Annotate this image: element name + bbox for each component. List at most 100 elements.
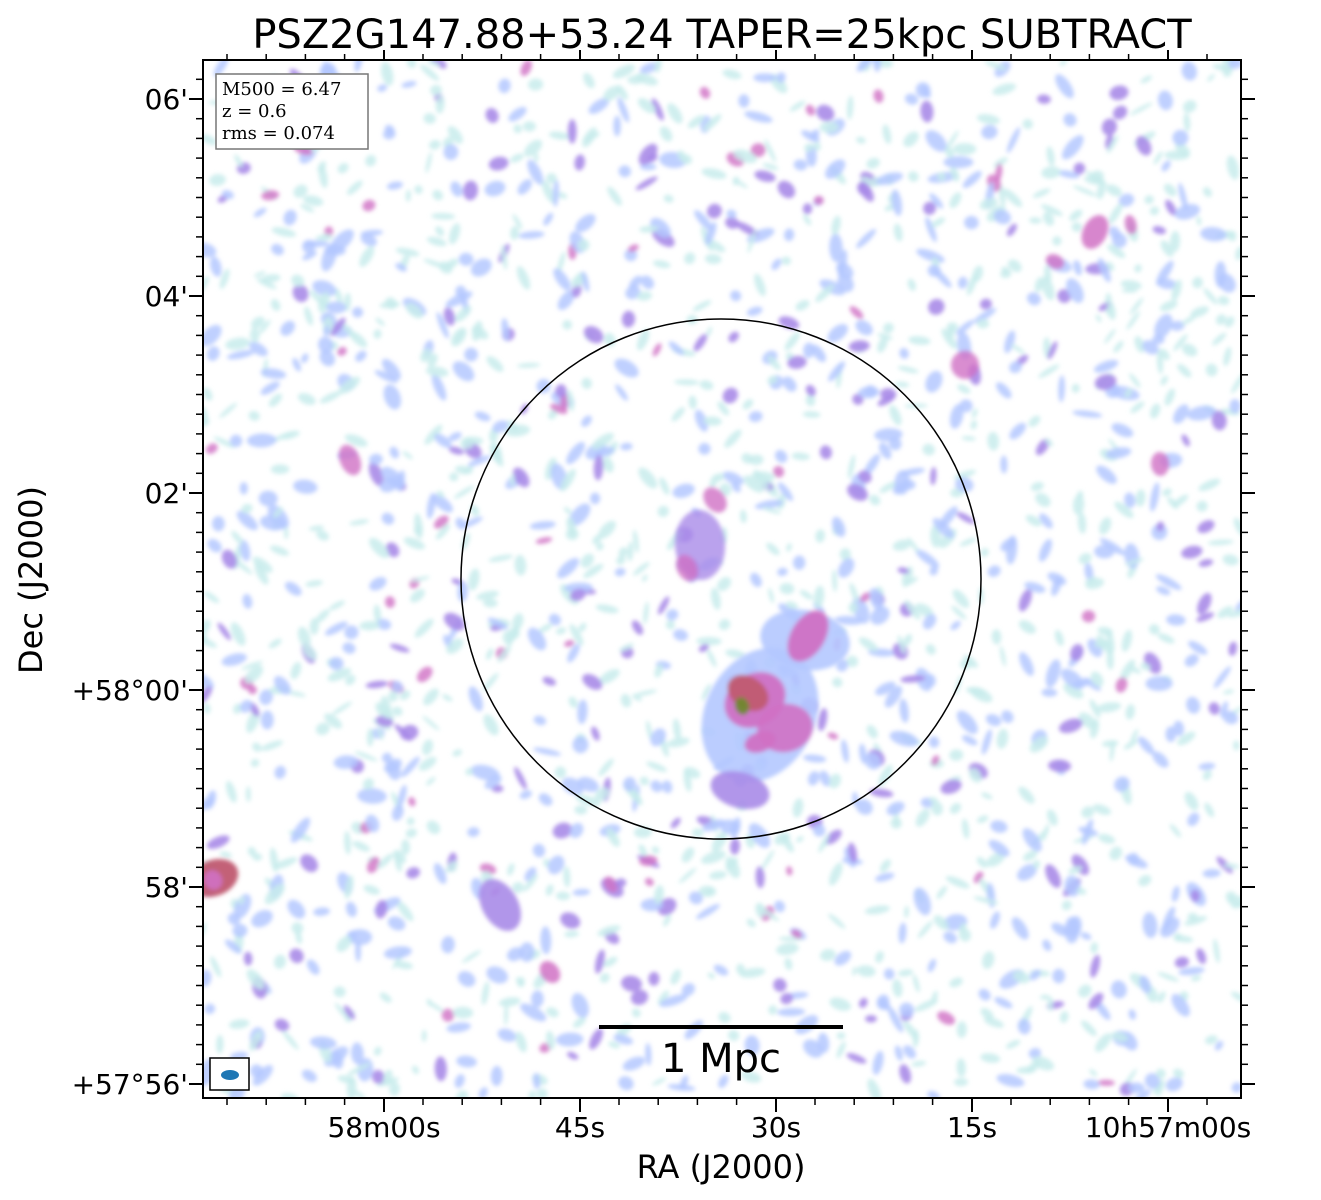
noise-blob xyxy=(1114,501,1134,519)
noise-blob xyxy=(1052,968,1066,984)
noise-blob xyxy=(768,587,774,604)
noise-blob xyxy=(1041,166,1061,179)
noise-blob xyxy=(899,347,909,359)
noise-blob xyxy=(432,494,453,513)
noise-blob xyxy=(445,291,473,308)
noise-blob xyxy=(1055,74,1074,99)
noise-blob xyxy=(1226,155,1240,180)
noise-blob xyxy=(465,767,474,776)
noise-blob xyxy=(705,221,717,245)
noise-blob xyxy=(490,1065,503,1087)
noise-blob xyxy=(434,1056,447,1082)
noise-blob xyxy=(836,1041,846,1059)
noise-blob xyxy=(877,333,893,340)
noise-blob xyxy=(581,271,590,292)
noise-blob xyxy=(748,411,763,423)
noise-blob xyxy=(1001,710,1014,723)
noise-blob xyxy=(203,242,217,258)
noise-blob xyxy=(846,655,859,668)
noise-blob xyxy=(281,430,300,440)
noise-blob xyxy=(1183,113,1191,132)
noise-blob xyxy=(203,673,214,690)
noise-blob xyxy=(401,80,417,88)
noise-blob xyxy=(747,228,757,254)
noise-blob xyxy=(458,252,474,266)
noise-blob xyxy=(694,409,708,432)
noise-blob xyxy=(541,180,555,204)
noise-blob xyxy=(888,437,902,451)
noise-blob xyxy=(829,997,851,1011)
noise-blob xyxy=(1156,260,1174,286)
noise-blob xyxy=(1173,720,1185,737)
noise-blob xyxy=(1197,520,1215,534)
noise-blob xyxy=(903,1045,916,1059)
noise-blob xyxy=(387,916,406,931)
noise-blob xyxy=(698,644,709,653)
noise-blob xyxy=(571,992,589,1018)
noise-blob xyxy=(302,645,317,660)
noise-blob xyxy=(732,178,748,189)
noise-blob xyxy=(1196,948,1207,964)
noise-blob xyxy=(743,475,764,493)
noise-blob xyxy=(1026,292,1041,306)
noise-blob xyxy=(1230,991,1241,1003)
noise-blob xyxy=(369,453,383,466)
noise-blob xyxy=(410,576,430,583)
noise-blob xyxy=(1170,320,1185,331)
noise-blob xyxy=(985,714,1002,727)
noise-blob xyxy=(301,353,309,364)
noise-blob xyxy=(727,1030,740,1041)
noise-blob xyxy=(1061,900,1072,911)
noise-blob xyxy=(802,203,813,215)
noise-blob xyxy=(961,735,978,746)
noise-blob xyxy=(877,336,888,353)
noise-blob xyxy=(1154,314,1173,339)
noise-blob xyxy=(641,574,648,582)
noise-blob xyxy=(990,820,1008,833)
y-tick-labels: +57°56' 58' +58°00' 02' 04' 06' xyxy=(72,83,188,1101)
noise-blob xyxy=(670,817,681,829)
noise-blob xyxy=(221,653,247,666)
noise-blob xyxy=(1096,181,1106,200)
noise-blob xyxy=(846,95,854,120)
noise-blob xyxy=(815,284,835,303)
noise-blob xyxy=(1129,666,1141,674)
noise-blob xyxy=(289,948,304,964)
noise-blob xyxy=(435,523,451,540)
noise-blob xyxy=(203,134,217,146)
noise-blob xyxy=(872,1050,884,1075)
noise-blob xyxy=(560,912,581,929)
noise-blob xyxy=(659,126,673,142)
noise-blob xyxy=(980,1053,1001,1063)
noise-blob xyxy=(1059,1011,1069,1023)
noise-blob xyxy=(1182,100,1197,113)
noise-blob xyxy=(1173,1068,1184,1079)
noise-blob xyxy=(1184,915,1208,926)
noise-blob xyxy=(673,718,681,741)
noise-blob xyxy=(1224,316,1235,328)
noise-blob xyxy=(249,327,260,343)
noise-blob xyxy=(519,790,532,799)
noise-blob xyxy=(396,900,414,922)
noise-blob xyxy=(1044,438,1054,447)
noise-blob xyxy=(856,136,866,144)
noise-blob xyxy=(599,668,620,685)
noise-blob xyxy=(827,732,839,740)
noise-blob xyxy=(333,986,346,998)
noise-blob xyxy=(1037,94,1051,104)
noise-blob xyxy=(832,569,838,592)
noise-blob xyxy=(717,401,730,416)
emission-blob xyxy=(203,870,223,890)
noise-blob xyxy=(531,990,544,1008)
noise-blob xyxy=(694,210,713,231)
noise-blob xyxy=(1051,922,1069,937)
noise-blob xyxy=(373,604,382,624)
noise-blob xyxy=(603,85,621,101)
noise-blob xyxy=(1069,209,1083,221)
noise-blob xyxy=(252,853,263,861)
noise-blob xyxy=(403,537,426,550)
noise-blob xyxy=(1059,718,1083,734)
noise-blob xyxy=(1124,558,1144,566)
noise-blob xyxy=(569,623,584,646)
